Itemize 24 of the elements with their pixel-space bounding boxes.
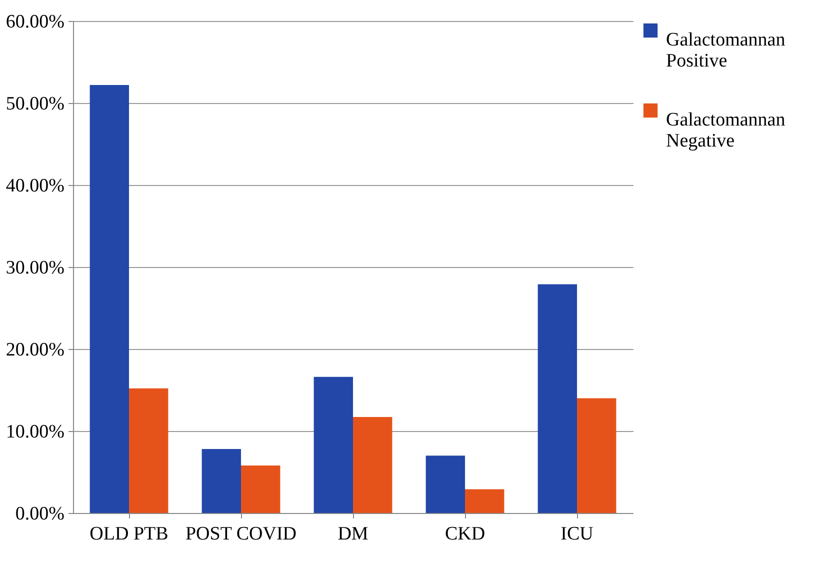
- bar: [90, 84, 129, 513]
- legend-label: Galactomannan Positive: [666, 30, 786, 72]
- bar: [577, 398, 616, 513]
- bar: [202, 449, 241, 513]
- bar: [465, 489, 504, 513]
- y-tick-label: 10.00%: [6, 422, 65, 442]
- x-tick-label: DM: [338, 524, 368, 544]
- x-tick-label: CKD: [444, 524, 486, 544]
- bar: [426, 456, 465, 513]
- bar: [241, 465, 280, 513]
- y-tick-label: 40.00%: [6, 176, 65, 196]
- bar: [353, 417, 392, 513]
- bar: [314, 376, 353, 513]
- legend-label: Galactomannan Negative: [666, 110, 786, 152]
- y-tick-label: 0.00%: [15, 504, 65, 524]
- y-tick-label: 20.00%: [6, 340, 65, 360]
- x-tick-label: POST COVID: [185, 524, 297, 544]
- bar: [129, 388, 168, 513]
- y-tick-label: 50.00%: [6, 94, 65, 114]
- x-tick-label: OLD PTB: [90, 524, 168, 544]
- y-tick-label: 60.00%: [6, 12, 65, 32]
- y-tick-label: 30.00%: [6, 258, 65, 278]
- bar: [538, 284, 577, 513]
- x-tick-label: ICU: [560, 524, 594, 544]
